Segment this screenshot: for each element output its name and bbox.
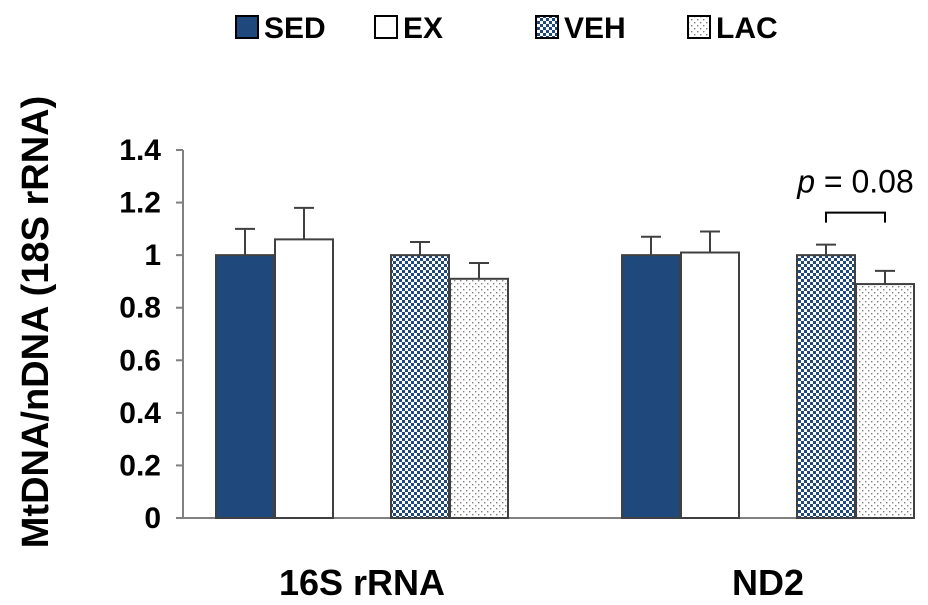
category-labels: 16S rRNA ND2 <box>279 562 804 603</box>
legend: SED EX VEH LAC <box>235 12 778 45</box>
bar-sed-2 <box>621 254 681 519</box>
bar-sed-1 <box>215 254 275 519</box>
y-tick-label: 0.6 <box>119 344 161 377</box>
y-tick-label: 1.2 <box>119 187 161 220</box>
significance-bracket <box>825 211 886 223</box>
y-tick-label: 1.4 <box>119 134 161 167</box>
y-tick-label: 0 <box>144 502 161 535</box>
bar-veh-2 <box>796 254 856 519</box>
y-axis-title: MtDNA/nDNA (18S rRNA) <box>15 96 57 548</box>
category-label: 16S rRNA <box>279 562 445 603</box>
legend-swatch-sed <box>235 15 259 39</box>
bar-ex-2 <box>680 251 740 519</box>
legend-label-ex: EX <box>403 12 443 45</box>
annotations: p = 0.08 <box>796 164 914 223</box>
legend-swatch-lac <box>687 15 711 39</box>
bar-veh-1 <box>390 254 450 519</box>
y-tick-label: 1 <box>144 239 161 272</box>
legend-label-lac: LAC <box>716 12 778 45</box>
bar-ex-1 <box>274 238 334 519</box>
y-tick-label: 0.4 <box>119 397 161 430</box>
bars <box>215 206 915 519</box>
legend-swatch-veh <box>535 15 559 39</box>
y-tick-label: 0.2 <box>119 449 161 482</box>
legend-label-sed: SED <box>264 12 326 45</box>
p-value-label: p = 0.08 <box>796 164 914 200</box>
legend-swatch-ex <box>374 15 398 39</box>
bar-lac-2 <box>855 283 915 519</box>
category-label: ND2 <box>732 562 804 603</box>
bar-lac-1 <box>449 277 509 519</box>
legend-label-veh: VEH <box>564 12 626 45</box>
y-axis: 0 0.2 0.4 0.6 0.8 1 1.2 1.4 <box>119 134 910 535</box>
y-tick-label: 0.8 <box>119 292 161 325</box>
